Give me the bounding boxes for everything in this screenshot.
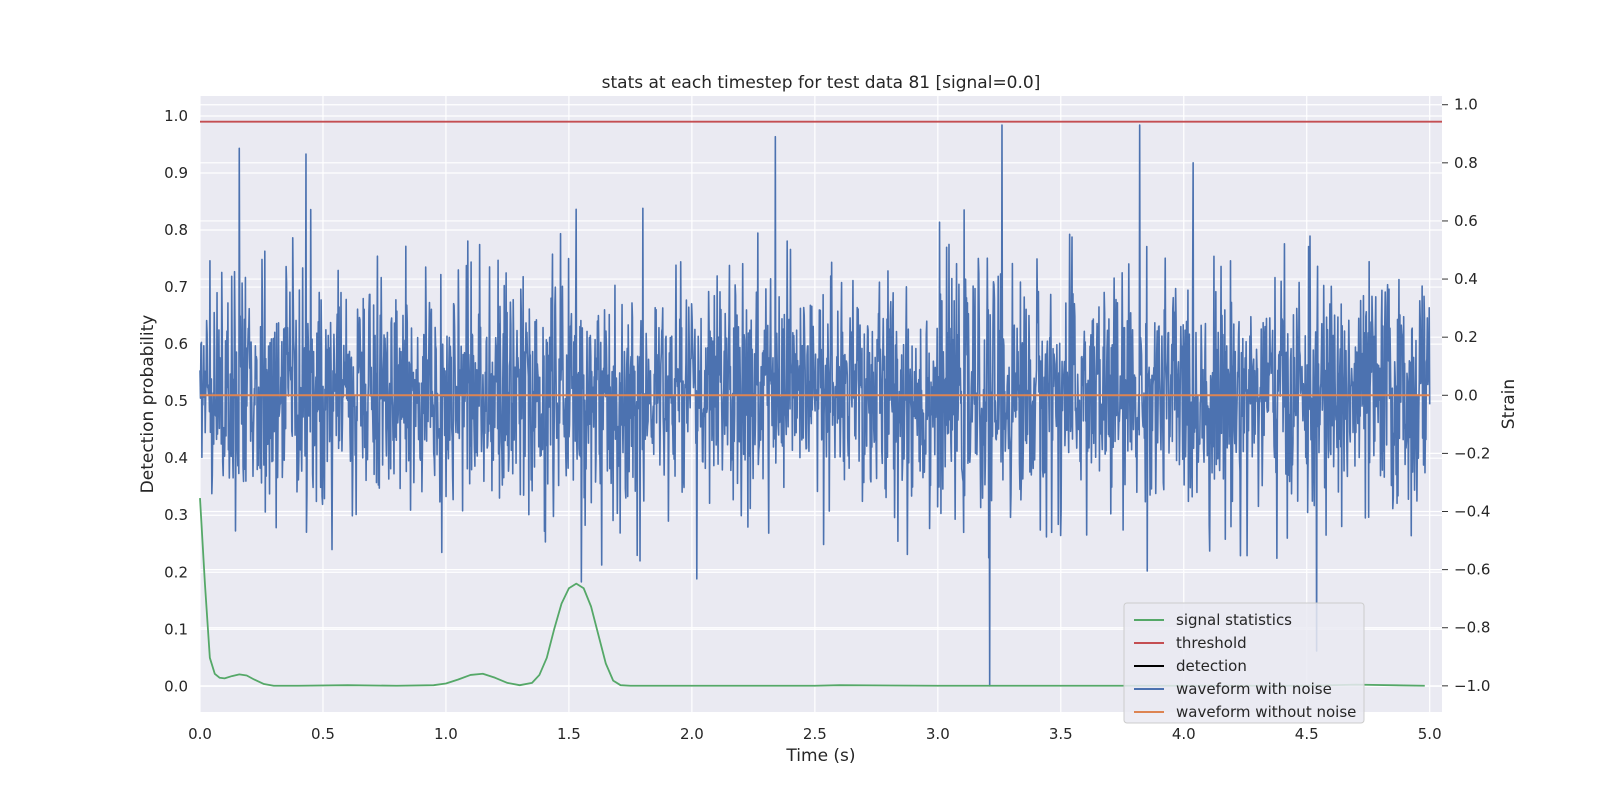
chart-title: stats at each timestep for test data 81 … bbox=[602, 73, 1041, 93]
x-axis-label: Time (s) bbox=[785, 746, 855, 766]
y-axis-label: Detection probability bbox=[138, 315, 158, 494]
y-tick-label: 0.9 bbox=[164, 164, 188, 182]
series-waveform-with-noise bbox=[199, 124, 1431, 687]
y2-axis-label: Strain bbox=[1499, 379, 1519, 429]
x-tick-label: 1.0 bbox=[434, 725, 458, 743]
y-tick-label: 0.7 bbox=[164, 278, 188, 296]
legend-label: waveform with noise bbox=[1176, 680, 1332, 698]
y2-tick-label: 0.4 bbox=[1454, 270, 1478, 288]
y-tick-label: 0.8 bbox=[164, 221, 188, 239]
legend-label: detection bbox=[1176, 657, 1247, 675]
y-tick-label: 0.2 bbox=[164, 563, 188, 581]
legend-label: signal statistics bbox=[1176, 611, 1292, 629]
y2-tick-label: −0.4 bbox=[1454, 503, 1490, 521]
x-tick-label: 0.0 bbox=[188, 725, 212, 743]
legend-label: waveform without noise bbox=[1176, 703, 1356, 721]
y2-tick-label: −0.8 bbox=[1454, 619, 1490, 637]
x-tick-label: 4.5 bbox=[1295, 725, 1319, 743]
y2-tick-label: 1.0 bbox=[1454, 96, 1478, 114]
x-tick-label: 2.0 bbox=[680, 725, 704, 743]
y2-tick-label: 0.6 bbox=[1454, 212, 1478, 230]
y2-tick-label: 0.8 bbox=[1454, 154, 1478, 172]
y-axis-right: −1.0 −0.8 −0.6 −0.4 −0.2 0.0 0.2 0.4 0.6 0.8 1.0 bbox=[1442, 96, 1490, 695]
y2-tick-label: −0.6 bbox=[1454, 561, 1490, 579]
x-tick-label: 5.0 bbox=[1418, 725, 1442, 743]
series-layer bbox=[199, 120, 1442, 687]
legend-label: threshold bbox=[1176, 634, 1247, 652]
y-tick-label: 0.4 bbox=[164, 449, 188, 467]
x-tick-label: 0.5 bbox=[311, 725, 335, 743]
y2-tick-label: −0.2 bbox=[1454, 444, 1490, 462]
x-tick-label: 4.0 bbox=[1172, 725, 1196, 743]
y-tick-label: 0.5 bbox=[164, 392, 188, 410]
x-tick-label: 2.5 bbox=[803, 725, 827, 743]
x-axis: 0.0 0.5 1.0 1.5 2.0 2.5 3.0 3.5 4.0 4.5 5.0 bbox=[188, 725, 1442, 743]
legend: signal statistics threshold detection wavef… bbox=[1123, 602, 1365, 724]
y2-tick-label: 0.0 bbox=[1454, 386, 1478, 404]
y-axis-left: 0.0 0.1 0.2 0.3 0.4 0.5 0.6 0.7 0.8 0.9 1.0 bbox=[164, 107, 188, 695]
y-tick-label: 0.1 bbox=[164, 620, 188, 638]
y-tick-label: 1.0 bbox=[164, 107, 188, 125]
y-tick-label: 0.6 bbox=[164, 335, 188, 353]
y-tick-label: 0.0 bbox=[164, 677, 188, 695]
x-tick-label: 3.5 bbox=[1049, 725, 1073, 743]
y-tick-label: 0.3 bbox=[164, 506, 188, 524]
y2-tick-label: −1.0 bbox=[1454, 677, 1490, 695]
x-tick-label: 1.5 bbox=[557, 725, 581, 743]
y2-tick-label: 0.2 bbox=[1454, 328, 1478, 346]
series-signal-statistics bbox=[199, 498, 1425, 687]
legend-box bbox=[1123, 602, 1365, 724]
x-tick-label: 3.0 bbox=[926, 725, 950, 743]
